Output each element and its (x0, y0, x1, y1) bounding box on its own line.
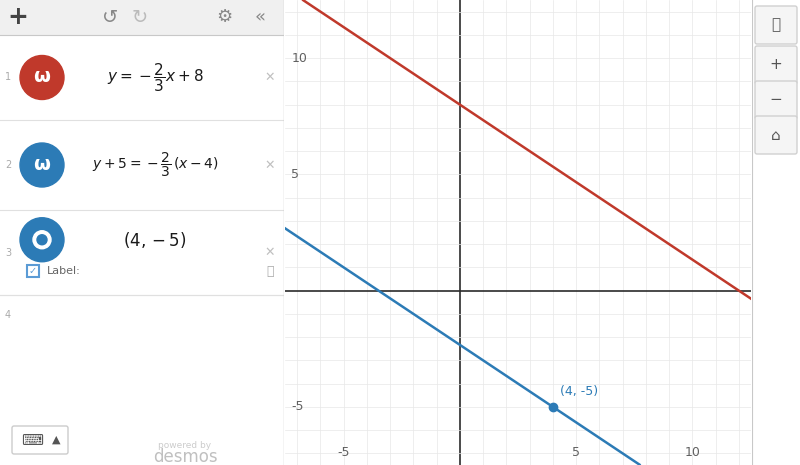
Text: 10: 10 (291, 52, 307, 65)
Circle shape (37, 235, 47, 245)
Text: ↻: ↻ (132, 8, 148, 27)
Text: 2: 2 (5, 160, 11, 170)
Circle shape (20, 218, 64, 262)
FancyBboxPatch shape (755, 116, 797, 154)
Text: -5: -5 (338, 446, 350, 459)
Circle shape (20, 55, 64, 100)
Text: $y + 5 = -\dfrac{2}{3}\,(x - 4)$: $y + 5 = -\dfrac{2}{3}\,(x - 4)$ (91, 151, 218, 179)
Text: ▲: ▲ (52, 435, 60, 445)
Circle shape (33, 231, 51, 249)
Text: −: − (770, 93, 782, 107)
Text: +: + (7, 6, 29, 29)
FancyBboxPatch shape (755, 46, 797, 84)
Circle shape (20, 143, 64, 187)
FancyBboxPatch shape (755, 81, 797, 119)
Text: ⌨: ⌨ (21, 432, 43, 447)
Text: powered by: powered by (158, 440, 211, 450)
Text: $y = -\dfrac{2}{3}x + 8$: $y = -\dfrac{2}{3}x + 8$ (106, 61, 203, 94)
Text: desmos: desmos (153, 448, 218, 465)
FancyBboxPatch shape (0, 0, 284, 35)
Text: 1: 1 (5, 73, 11, 82)
Text: «: « (254, 8, 266, 27)
Text: ω: ω (34, 154, 50, 173)
Text: ω: ω (34, 67, 50, 86)
Text: ⌂: ⌂ (771, 127, 781, 142)
Text: ✕: ✕ (265, 246, 275, 259)
Text: 🔧: 🔧 (266, 265, 274, 278)
Text: $(4,-5)$: $(4,-5)$ (123, 230, 187, 250)
FancyBboxPatch shape (27, 265, 39, 277)
Text: 4: 4 (5, 310, 11, 320)
Text: ✕: ✕ (265, 159, 275, 172)
Text: ⚙: ⚙ (216, 8, 232, 27)
Text: +: + (770, 58, 782, 73)
Text: 🔧: 🔧 (771, 18, 781, 33)
FancyBboxPatch shape (12, 426, 68, 454)
Text: ↺: ↺ (102, 8, 118, 27)
Text: 3: 3 (5, 247, 11, 258)
Text: (4, -5): (4, -5) (560, 385, 598, 398)
Text: Label:: Label: (47, 266, 81, 276)
Text: 10: 10 (685, 446, 700, 459)
FancyBboxPatch shape (755, 6, 797, 44)
Text: 5: 5 (572, 446, 580, 459)
Text: ✕: ✕ (265, 71, 275, 84)
Text: -5: -5 (291, 400, 304, 413)
Text: 5: 5 (291, 168, 299, 181)
Text: ✓: ✓ (29, 266, 37, 276)
